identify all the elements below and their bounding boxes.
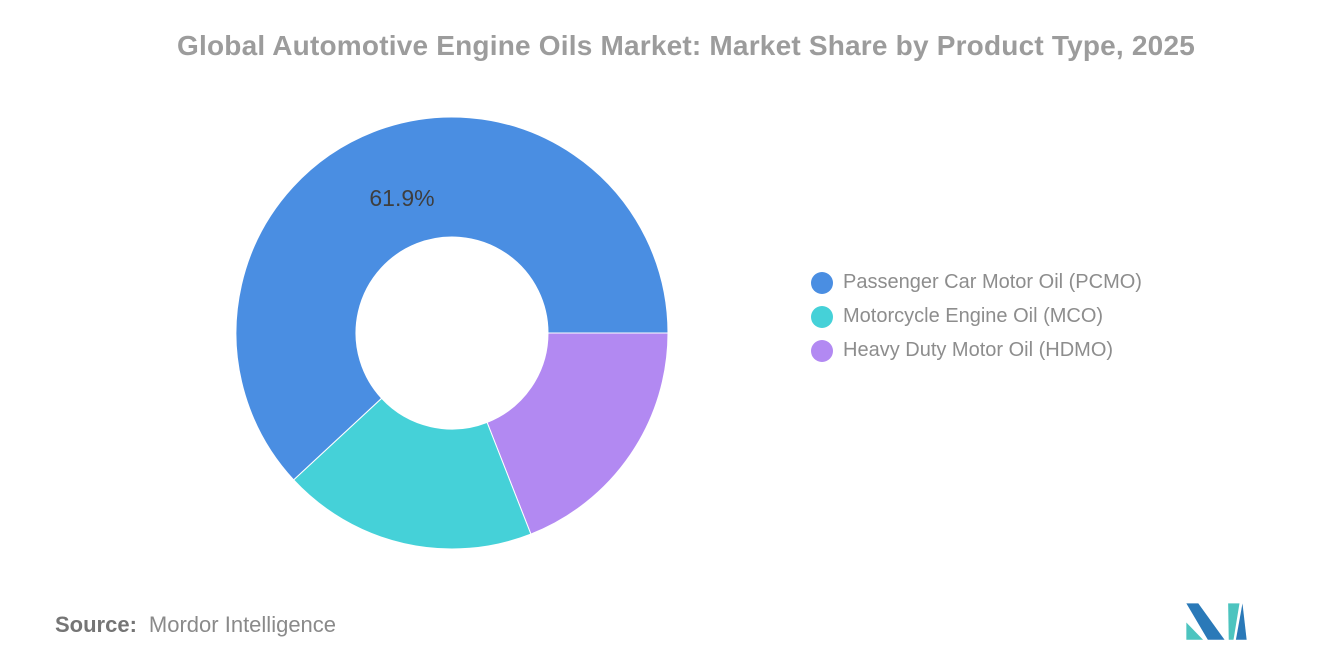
legend-swatch-pcmo bbox=[811, 271, 833, 294]
donut-slice-mco[interactable] bbox=[292, 397, 532, 550]
source-value: Mordor Intelligence bbox=[148, 612, 337, 637]
mordor-intelligence-logo bbox=[1186, 603, 1247, 640]
donut-svg bbox=[235, 116, 669, 550]
logo-blue-diagonal-band bbox=[1186, 603, 1225, 640]
slice-data-label-pcmo: 61.9% bbox=[369, 185, 435, 211]
legend-label-mco: Motorcycle Engine Oil (MCO) bbox=[843, 305, 1104, 327]
source-label: Source: bbox=[55, 612, 137, 637]
chart-title: Global Automotive Engine Oils Market: Ma… bbox=[177, 30, 1195, 61]
legend-label-hdmo: Heavy Duty Motor Oil (HDMO) bbox=[843, 339, 1114, 361]
donut-slice-hdmo[interactable] bbox=[486, 332, 669, 535]
logo-right-teal-wedge bbox=[1228, 603, 1240, 640]
donut-slice-pcmo[interactable] bbox=[235, 116, 669, 481]
legend-swatch-hdmo bbox=[811, 339, 833, 362]
source-line: Source: Mordor Intelligence bbox=[55, 612, 336, 638]
chart-legend: Passenger Car Motor Oil (PCMO) Motorcycle… bbox=[811, 271, 1142, 362]
legend-label-pcmo: Passenger Car Motor Oil (PCMO) bbox=[843, 271, 1142, 293]
legend-item-mco[interactable]: Motorcycle Engine Oil (MCO) bbox=[811, 305, 1142, 328]
legend-swatch-mco bbox=[811, 305, 833, 328]
logo-right-blue-triangle bbox=[1235, 603, 1247, 640]
legend-item-hdmo[interactable]: Heavy Duty Motor Oil (HDMO) bbox=[811, 339, 1142, 362]
legend-item-pcmo[interactable]: Passenger Car Motor Oil (PCMO) bbox=[811, 271, 1142, 294]
donut-chart bbox=[235, 116, 669, 550]
